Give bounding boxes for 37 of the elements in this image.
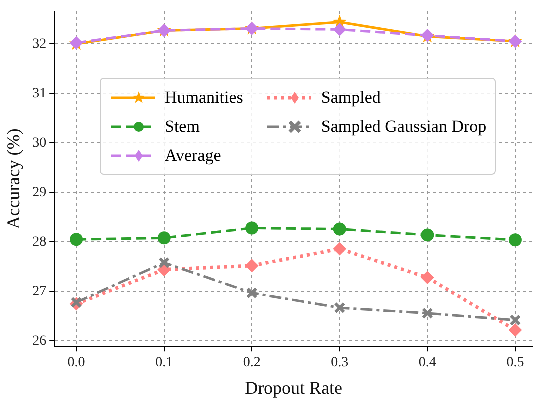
point: [246, 259, 259, 272]
x-tick-label: 0.3: [331, 356, 349, 371]
point: [508, 324, 522, 337]
x-tick-label: 0.1: [156, 356, 174, 371]
y-tick-label: 28: [32, 234, 47, 250]
y-axis-title: Accuracy (%): [4, 128, 24, 230]
point: [158, 257, 170, 269]
legend-label: Humanities: [165, 88, 244, 108]
point: [333, 23, 346, 36]
point: [421, 228, 434, 242]
point: [246, 222, 259, 235]
y-tick-label: 27: [32, 284, 47, 300]
point: [333, 242, 346, 256]
x-tick-label: 0.0: [68, 356, 86, 371]
point: [334, 302, 346, 314]
x-axis-title: Dropout Rate: [245, 378, 343, 398]
legend-label: Sampled Gaussian Drop: [321, 116, 487, 136]
legend-label: Average: [165, 146, 222, 166]
x-tick-label: 0.2: [243, 356, 261, 371]
y-tick-label: 32: [32, 36, 47, 52]
y-tick-label: 31: [32, 86, 47, 102]
point: [246, 287, 258, 299]
legend-label: Stem: [165, 116, 200, 136]
point: [158, 232, 171, 245]
point: [421, 271, 434, 284]
point: [333, 222, 346, 236]
point: [70, 296, 82, 308]
point: [508, 234, 522, 247]
y-tick-label: 26: [32, 334, 47, 349]
y-tick-label: 29: [32, 185, 47, 200]
x-tick-label: 0.5: [506, 356, 524, 371]
point: [510, 314, 522, 326]
legend-label: Sampled: [321, 88, 381, 108]
point: [70, 233, 84, 246]
point: [422, 308, 434, 320]
x-tick-label: 0.4: [418, 356, 436, 371]
y-tick-label: 30: [32, 136, 47, 151]
